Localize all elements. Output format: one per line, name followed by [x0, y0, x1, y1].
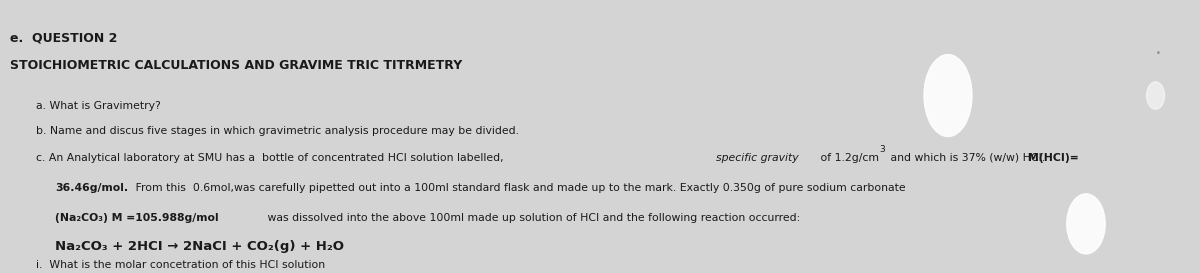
Text: e.  QUESTION 2: e. QUESTION 2 [10, 31, 116, 44]
Text: b. Name and discus five stages in which gravimetric analysis procedure may be di: b. Name and discus five stages in which … [36, 126, 520, 136]
Text: and which is 37% (w/w) HCI.: and which is 37% (w/w) HCI. [887, 153, 1049, 163]
Text: was dissolved into the above 100ml made up solution of HCI and the following rea: was dissolved into the above 100ml made … [264, 213, 800, 223]
Text: 36.46g/mol.: 36.46g/mol. [55, 183, 128, 193]
Text: i.  What is the molar concetration of this HCI solution: i. What is the molar concetration of thi… [36, 260, 325, 270]
Text: of 1.2g/cm: of 1.2g/cm [817, 153, 880, 163]
Text: Na₂CO₃ + 2HCI → 2NaCI + CO₂(g) + H₂O: Na₂CO₃ + 2HCI → 2NaCI + CO₂(g) + H₂O [55, 240, 344, 253]
Text: c. An Analytical laboratory at SMU has a  bottle of concentrated HCI solution la: c. An Analytical laboratory at SMU has a… [36, 153, 508, 163]
Text: specific gravity: specific gravity [716, 153, 799, 163]
Text: (Na₂CO₃) M =105.988g/mol: (Na₂CO₃) M =105.988g/mol [55, 213, 218, 223]
Text: M(HCI)=: M(HCI)= [1028, 153, 1079, 163]
Text: STOICHIOMETRIC CALCULATIONS AND GRAVIME TRIC TITRMETRY: STOICHIOMETRIC CALCULATIONS AND GRAVIME … [10, 59, 462, 72]
Text: 3: 3 [880, 145, 886, 154]
Text: a. What is Gravimetry?: a. What is Gravimetry? [36, 101, 161, 111]
Text: •: • [1156, 49, 1160, 58]
Text: From this  0.6mol,was carefully pipetted out into a 100ml standard flask and mad: From this 0.6mol,was carefully pipetted … [132, 183, 906, 193]
